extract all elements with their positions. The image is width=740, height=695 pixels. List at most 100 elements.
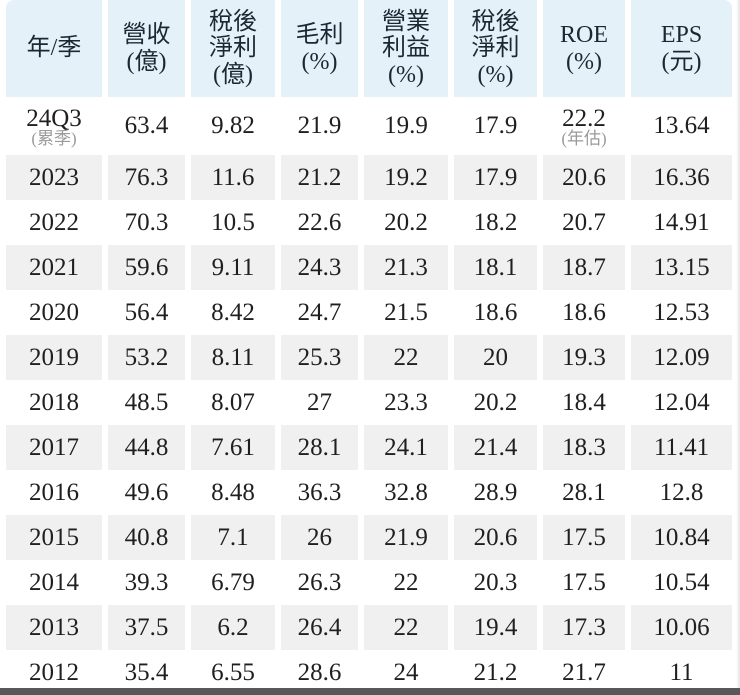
cell-revenue: 70.3: [108, 200, 185, 245]
cell-roe: 20.7: [543, 200, 625, 245]
cell-net_income: 7.1: [191, 515, 275, 560]
cell-net_income: 6.55: [191, 650, 275, 695]
cell-net_margin: 20: [454, 335, 537, 380]
cell-roe: 18.4: [543, 380, 625, 425]
cell-op_margin: 24: [364, 650, 448, 695]
table-row: 2018 48.5 8.07 27 23.3 20.2 18.4 12.04: [6, 380, 732, 425]
cell-eps: 11: [631, 650, 732, 695]
cell-op_margin: 32.8: [364, 470, 448, 515]
cell-net_margin: 18.6: [454, 290, 537, 335]
cell-note: (累季): [31, 128, 77, 148]
cell-roe: 28.1: [543, 470, 625, 515]
cell-net_margin: 21.4: [454, 425, 537, 470]
cell-roe: 22.2 (年估): [543, 97, 625, 155]
cell-gross_margin: 27: [281, 380, 358, 425]
cell-revenue: 49.6: [108, 470, 185, 515]
cell-year: 2015: [6, 515, 102, 560]
header-cell-gross_margin: 毛利 (%): [281, 0, 358, 97]
cell-gross_margin: 24.3: [281, 245, 358, 290]
cell-op_margin: 22: [364, 560, 448, 605]
cell-gross_margin: 25.3: [281, 335, 358, 380]
cell-roe: 19.3: [543, 335, 625, 380]
cell-net_margin: 17.9: [454, 97, 537, 155]
cell-roe: 20.6: [543, 155, 625, 200]
cell-net_income: 8.11: [191, 335, 275, 380]
cell-eps: 12.53: [631, 290, 732, 335]
table-row: 2020 56.4 8.42 24.7 21.5 18.6 18.6 12.53: [6, 290, 732, 335]
cell-eps: 12.04: [631, 380, 732, 425]
cell-gross_margin: 21.2: [281, 155, 358, 200]
table-row: 2013 37.5 6.2 26.4 22 19.4 17.3 10.06: [6, 605, 732, 650]
cell-eps: 10.54: [631, 560, 732, 605]
cell-net_income: 8.48: [191, 470, 275, 515]
cell-roe: 21.7: [543, 650, 625, 695]
cell-net_income: 6.79: [191, 560, 275, 605]
cell-roe: 18.3: [543, 425, 625, 470]
header-cell-year: 年/季: [6, 0, 102, 97]
header-cell-eps: EPS (元): [631, 0, 732, 97]
table-row: 24Q3 (累季) 63.4 9.82 21.9 19.9 17.9 22.2 (年估) 13.6…: [6, 97, 732, 155]
cell-net_margin: 21.2: [454, 650, 537, 695]
cell-roe: 18.6: [543, 290, 625, 335]
table-row: 2022 70.3 10.5 22.6 20.2 18.2 20.7 14.91: [6, 200, 732, 245]
cell-year: 2012: [6, 650, 102, 695]
cell-op_margin: 21.5: [364, 290, 448, 335]
cell-op_margin: 21.3: [364, 245, 448, 290]
cell-net_income: 10.5: [191, 200, 275, 245]
cell-net_income: 11.6: [191, 155, 275, 200]
cell-net_margin: 20.3: [454, 560, 537, 605]
cell-net_margin: 18.2: [454, 200, 537, 245]
cell-gross_margin: 21.9: [281, 97, 358, 155]
cell-year: 2020: [6, 290, 102, 335]
header-cell-roe: ROE (%): [543, 0, 625, 97]
table-row: 2019 53.2 8.11 25.3 22 20 19.3 12.09: [6, 335, 732, 380]
cell-gross_margin: 26: [281, 515, 358, 560]
cell-net_income: 6.2: [191, 605, 275, 650]
cell-eps: 12.8: [631, 470, 732, 515]
cell-op_margin: 24.1: [364, 425, 448, 470]
cell-revenue: 37.5: [108, 605, 185, 650]
cell-net_margin: 18.1: [454, 245, 537, 290]
cell-net_margin: 20.6: [454, 515, 537, 560]
cell-year: 2022: [6, 200, 102, 245]
table-row: 2021 59.6 9.11 24.3 21.3 18.1 18.7 13.15: [6, 245, 732, 290]
cell-eps: 13.64: [631, 97, 732, 155]
table-row: 2016 49.6 8.48 36.3 32.8 28.9 28.1 12.8: [6, 470, 732, 515]
cell-revenue: 59.6: [108, 245, 185, 290]
cell-gross_margin: 26.4: [281, 605, 358, 650]
cell-roe: 17.5: [543, 515, 625, 560]
cell-op_margin: 20.2: [364, 200, 448, 245]
table-row: 2015 40.8 7.1 26 21.9 20.6 17.5 10.84: [6, 515, 732, 560]
cell-revenue: 48.5: [108, 380, 185, 425]
cell-year: 2019: [6, 335, 102, 380]
cell-op_margin: 22: [364, 335, 448, 380]
cell-eps: 10.06: [631, 605, 732, 650]
table-row: 2023 76.3 11.6 21.2 19.2 17.9 20.6 16.36: [6, 155, 732, 200]
header-cell-op_margin: 營業 利益 (%): [364, 0, 448, 97]
cell-year: 2013: [6, 605, 102, 650]
cell-gross_margin: 28.6: [281, 650, 358, 695]
cell-year: 2016: [6, 470, 102, 515]
cell-roe: 17.3: [543, 605, 625, 650]
cell-net_margin: 20.2: [454, 380, 537, 425]
cell-roe: 18.7: [543, 245, 625, 290]
table-row: 2017 44.8 7.61 28.1 24.1 21.4 18.3 11.41: [6, 425, 732, 470]
bottom-edge-bar: [0, 688, 740, 695]
cell-net_income: 8.42: [191, 290, 275, 335]
cell-year: 2021: [6, 245, 102, 290]
cell-gross_margin: 28.1: [281, 425, 358, 470]
cell-eps: 12.09: [631, 335, 732, 380]
cell-eps: 11.41: [631, 425, 732, 470]
cell-revenue: 44.8: [108, 425, 185, 470]
cell-op_margin: 23.3: [364, 380, 448, 425]
cell-net_income: 9.82: [191, 97, 275, 155]
cell-net_margin: 19.4: [454, 605, 537, 650]
cell-roe: 17.5: [543, 560, 625, 605]
cell-year: 2014: [6, 560, 102, 605]
cell-net_income: 9.11: [191, 245, 275, 290]
cell-revenue: 40.8: [108, 515, 185, 560]
cell-net_margin: 17.9: [454, 155, 537, 200]
cell-eps: 13.15: [631, 245, 732, 290]
